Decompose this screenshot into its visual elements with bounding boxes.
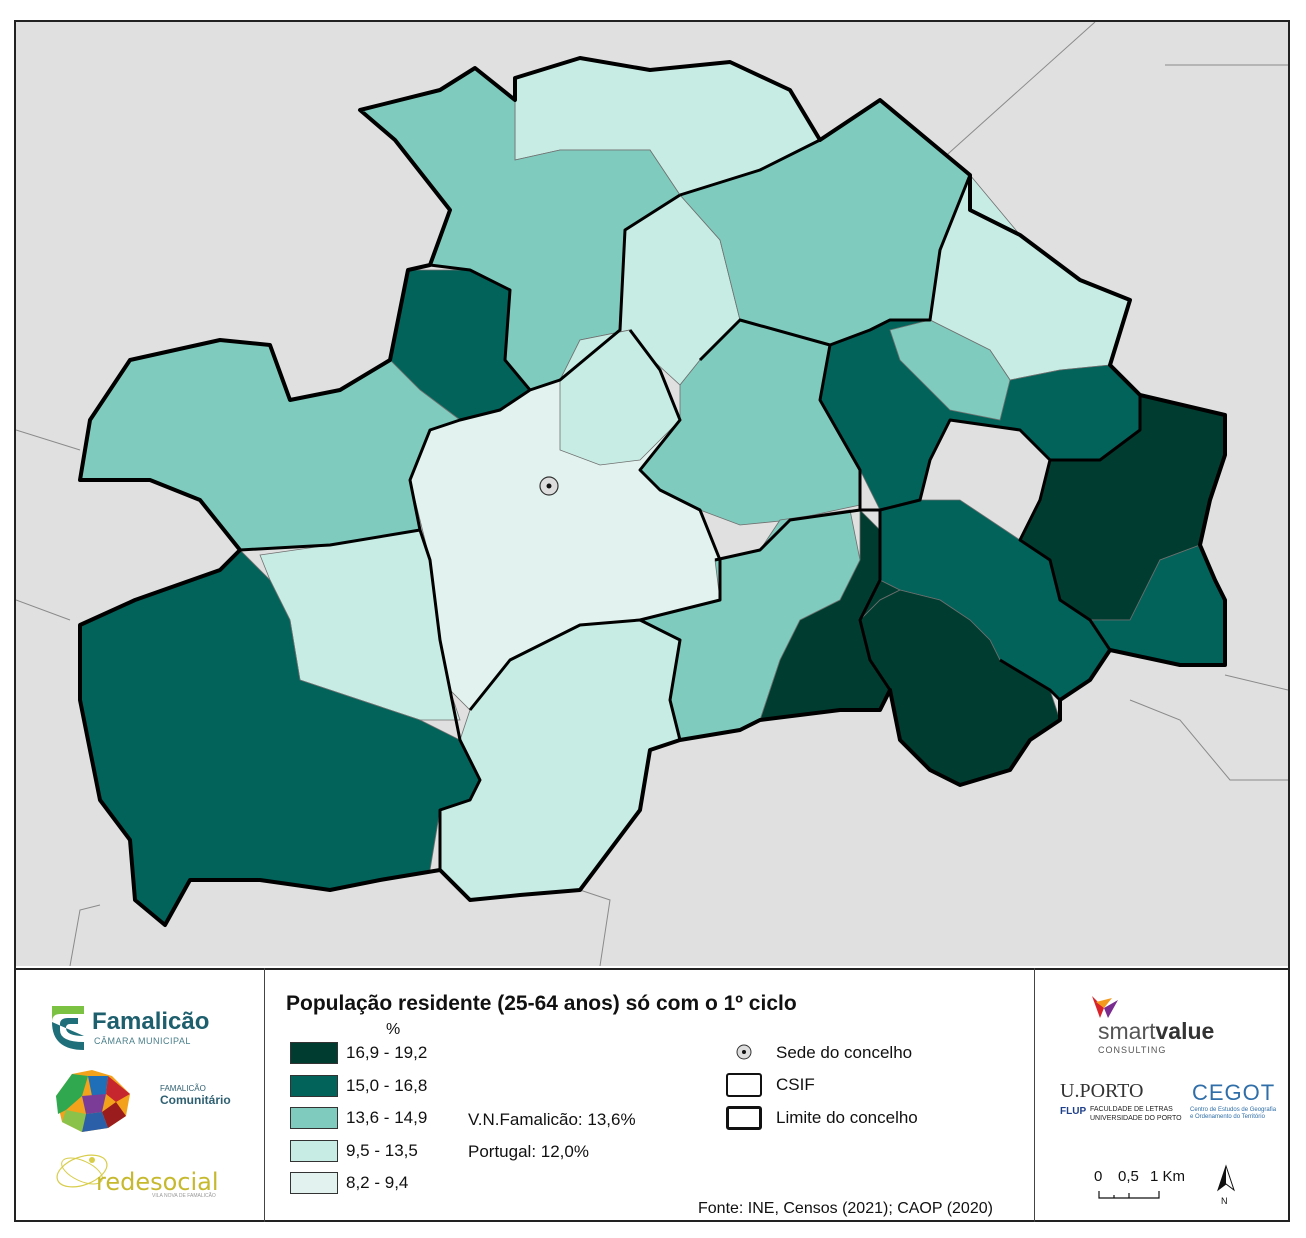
- municipality-limit: [78, 56, 1227, 927]
- source-note: Fonte: INE, Censos (2021); CAOP (2020): [698, 1200, 993, 1217]
- csif-label: CSIF: [776, 1075, 815, 1094]
- cegot-name: CEGOT: [1192, 1080, 1276, 1105]
- famalicao-logo-mark-icon: [52, 1006, 84, 1050]
- parish-mosaic-icon: [56, 1070, 130, 1132]
- famalicao-sub: CÂMARA MUNICIPAL: [94, 1036, 191, 1046]
- smartvalue-mark-icon: [1092, 996, 1118, 1018]
- legend-swatch: [290, 1107, 338, 1129]
- neighbour-boundary: [16, 599, 71, 621]
- legend-class-label: 15,0 - 16,8: [346, 1076, 428, 1095]
- redesocial-logo-mark: [52, 1146, 112, 1201]
- parish-east-medium-patch: [889, 319, 1011, 421]
- seat-symbol: [736, 1044, 752, 1065]
- csif-boundary: [429, 263, 532, 391]
- flup-label: FLUP: [1060, 1106, 1087, 1117]
- redesocial-sub: VILA NOVA DE FAMALICÃO: [152, 1193, 216, 1199]
- csif-boundary: [858, 510, 892, 691]
- seat-marker-icon: [736, 1044, 752, 1060]
- smartvalue-name: smartvalue: [1098, 1018, 1215, 1044]
- scale-label: 0: [1094, 1168, 1103, 1185]
- seat-label: Sede do concelho: [776, 1043, 913, 1062]
- csif-boundary: [818, 344, 1142, 512]
- famalicao-name: Famalicão: [92, 1008, 210, 1035]
- uporto-name: U.PORTO: [1060, 1080, 1144, 1102]
- csif-boundary: [679, 138, 821, 197]
- legend-swatch: [290, 1075, 338, 1097]
- legend-class-label: 8,2 - 9,4: [346, 1173, 409, 1192]
- scale-bar: [1098, 1188, 1160, 1206]
- smartvalue-sub: CONSULTING: [1098, 1045, 1167, 1055]
- north-label: N: [1221, 1196, 1228, 1206]
- north-arrow: [1216, 1164, 1236, 1201]
- csif-boundary: [714, 508, 861, 562]
- stat-country: Portugal: 12,0%: [468, 1142, 589, 1161]
- legend-unit: %: [386, 1021, 401, 1038]
- legend-class-label: 9,5 - 13,5: [346, 1141, 418, 1160]
- neighbour-boundary: [16, 429, 81, 451]
- csif-boundary: [468, 618, 682, 741]
- choropleth-map: [16, 22, 1288, 966]
- scale-label: 1 Km: [1150, 1168, 1186, 1185]
- redesocial-name: redesocial: [96, 1168, 219, 1196]
- legend-swatch: [290, 1140, 338, 1162]
- neighbour-boundary: [69, 904, 101, 966]
- limit-symbol: [726, 1106, 762, 1130]
- csif-boundary: [698, 174, 972, 362]
- north-arrow-icon: [1217, 1164, 1235, 1192]
- comunitario-line2: Comunitário: [160, 1093, 231, 1107]
- legend-swatch: [290, 1042, 338, 1064]
- limit-label: Limite do concelho: [776, 1108, 918, 1127]
- legend-swatch: [290, 1172, 338, 1194]
- csif-symbol: [726, 1073, 762, 1097]
- neighbour-boundary: [929, 22, 1096, 171]
- csif-boundary: [999, 658, 1062, 702]
- legend-class-label: 16,9 - 19,2: [346, 1043, 428, 1062]
- uporto-line2: UNIVERSIDADE DO PORTO: [1090, 1115, 1182, 1122]
- swirl-icon: [56, 1154, 108, 1188]
- map-title: População residente (25-64 anos) só com …: [286, 992, 797, 1015]
- comunitario-line1: FAMALICÃO: [160, 1084, 206, 1093]
- csif-boundary: [1018, 459, 1112, 651]
- cegot-line2: e Ordenamento do Território: [1190, 1114, 1265, 1120]
- csif-boundary: [408, 193, 681, 531]
- comunitario-logo: [52, 1066, 134, 1141]
- csif-boundary: [628, 329, 722, 622]
- panel-divider: [264, 968, 265, 1222]
- csif-boundary: [239, 528, 482, 870]
- scale-label: 0,5: [1118, 1168, 1139, 1185]
- cegot-line1: Centro de Estudos de Geografia: [1190, 1107, 1277, 1113]
- stat-municipality: V.N.Famalicão: 13,6%: [468, 1110, 636, 1129]
- legend-panel: [14, 968, 1290, 1222]
- legend-class-label: 13,6 - 14,9: [346, 1108, 428, 1127]
- famalicao-logo: [48, 1002, 88, 1057]
- scale-bar-icon: [1098, 1191, 1160, 1199]
- smartvalue-logo-mark: [1090, 994, 1120, 1025]
- municipal-seat-marker: [539, 476, 559, 496]
- neighbour-boundary: [579, 889, 611, 966]
- panel-divider: [1034, 968, 1035, 1222]
- neighbour-boundary: [1129, 699, 1288, 781]
- uporto-line1: FACULDADE DE LETRAS: [1090, 1106, 1173, 1113]
- neighbour-boundary: [1224, 674, 1288, 691]
